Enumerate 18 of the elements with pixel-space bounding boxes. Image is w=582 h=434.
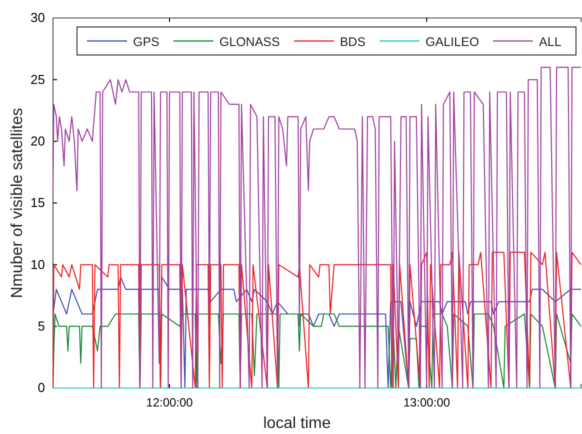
y-tick-label: 10	[30, 256, 45, 272]
y-tick-label: 0	[38, 380, 45, 396]
x-tick-label: 13:00:00	[403, 396, 450, 410]
x-tick-label: 12:00:00	[146, 396, 194, 410]
y-tick-label: 20	[30, 133, 45, 148]
legend-label: GPS	[133, 35, 160, 49]
y-tick-label: 25	[30, 72, 45, 87]
legend-label: GLONASS	[219, 35, 280, 49]
legend-label: ALL	[539, 35, 562, 49]
y-axis-title: Nmuber of visible satellites	[9, 108, 26, 298]
y-tick-label: 5	[38, 318, 45, 334]
y-tick-label: 15	[30, 195, 45, 210]
legend-label: GALILEO	[426, 35, 480, 49]
line-series	[52, 66, 582, 389]
legend-label: BDS	[340, 35, 366, 49]
line-series	[52, 252, 582, 389]
x-axis-title: local time	[263, 415, 331, 432]
y-tick-label: 30	[30, 10, 45, 26]
